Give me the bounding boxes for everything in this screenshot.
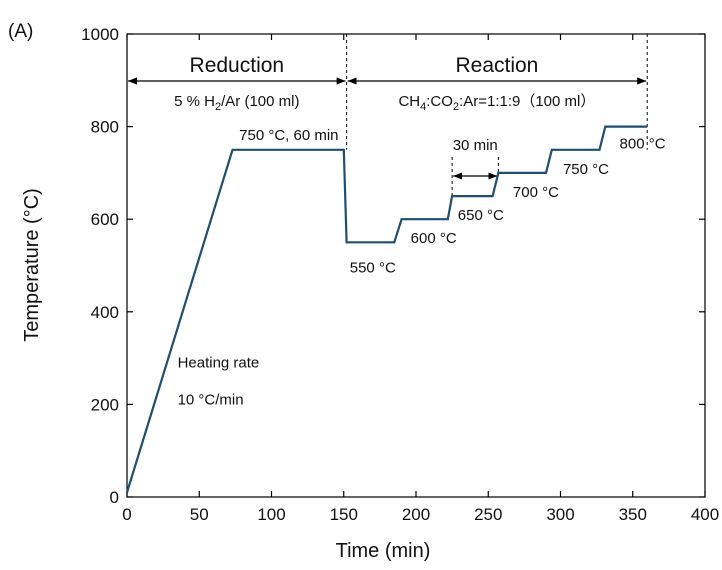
y-tick-label: 200 — [91, 395, 119, 414]
annotation: 600 °C — [411, 230, 457, 247]
x-tick-label: 50 — [190, 505, 209, 524]
section-title-reaction: Reaction — [455, 54, 538, 77]
x-tick-label: 150 — [330, 505, 358, 524]
y-axis-title: Temperature (°C) — [21, 188, 43, 342]
plot-area: 0 50 100 150 200 250 300 350 400 0 200 400 600 800 100… — [81, 25, 719, 524]
temperature-profile-line — [125, 125, 648, 493]
panel-label: (A) — [8, 21, 33, 42]
x-tick-label: 300 — [546, 505, 574, 524]
annotation: 10 °C/min — [178, 391, 244, 408]
section-title-reduction: Reduction — [190, 54, 285, 77]
section-condition-reduction: 5 % H2/Ar (100 ml) — [174, 93, 299, 113]
annotation: Heating rate — [178, 354, 260, 371]
duration-label: 30 min — [453, 137, 498, 154]
annotation: 700 °C — [513, 184, 559, 201]
annotation: 800 °C — [620, 136, 666, 153]
section-condition-reaction: CH4:CO2:Ar=1:1:9（100 ml） — [398, 93, 595, 113]
y-tick-label: 0 — [110, 488, 119, 507]
x-tick-label: 250 — [474, 505, 502, 524]
x-axis-title: Time (min) — [336, 540, 431, 562]
x-tick-label: 0 — [122, 505, 131, 524]
y-tick-label: 400 — [91, 303, 119, 322]
y-tick-label: 1000 — [81, 25, 119, 44]
annotation: 750 °C — [563, 161, 609, 178]
y-tick-label: 600 — [91, 210, 119, 229]
annotation: 750 °C, 60 min — [239, 127, 338, 144]
annotation: 550 °C — [350, 259, 396, 276]
annotation: 650 °C — [458, 207, 504, 224]
x-tick-label: 200 — [402, 505, 430, 524]
x-tick-label: 400 — [691, 505, 719, 524]
x-tick-label: 350 — [619, 505, 647, 524]
y-tick-label: 800 — [91, 118, 119, 137]
x-tick-label: 100 — [257, 505, 285, 524]
